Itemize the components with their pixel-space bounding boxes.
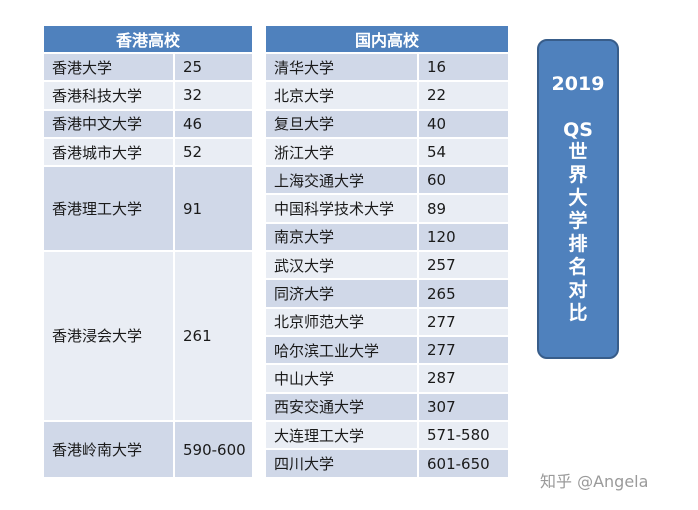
- table-row: 浙江大学 54: [266, 136, 508, 167]
- university-name: 香港中文大学: [44, 108, 174, 138]
- university-name: 香港科技大学: [44, 80, 174, 110]
- university-name: 北京大学: [266, 80, 418, 110]
- table-row: 西安交通大学 307: [266, 391, 508, 421]
- university-name: 香港浸会大学: [44, 250, 174, 421]
- table-row: 香港理工大学 91: [44, 165, 252, 252]
- university-name: 中国科学技术大学: [266, 193, 418, 223]
- badge-qs: QS: [563, 119, 593, 141]
- table-row: 大连理工大学 571-580: [266, 419, 508, 450]
- table-row: 香港大学 25: [44, 51, 252, 82]
- university-name: 南京大学: [266, 221, 418, 252]
- university-rank: 265: [417, 278, 508, 308]
- university-rank: 277: [417, 334, 508, 365]
- table-row: 同济大学 265: [266, 278, 508, 308]
- university-name: 上海交通大学: [266, 165, 418, 195]
- table-row: 香港岭南大学 590-600: [44, 419, 252, 478]
- university-name: 浙江大学: [266, 136, 418, 167]
- university-rank: 601-650: [417, 448, 508, 478]
- university-rank: 91: [173, 165, 252, 252]
- table-row: 香港中文大学 46: [44, 108, 252, 138]
- university-rank: 277: [417, 306, 508, 336]
- table-row: 南京大学 120: [266, 221, 508, 252]
- university-name: 清华大学: [266, 51, 418, 82]
- university-name: 香港理工大学: [44, 165, 174, 252]
- university-rank: 60: [417, 165, 508, 195]
- university-rank: 257: [417, 250, 508, 280]
- university-name: 哈尔滨工业大学: [266, 334, 418, 365]
- table-row: 中国科学技术大学 89: [266, 193, 508, 223]
- hk-universities-table: 香港高校 香港大学 25 香港科技大学 32 香港中文大学 46 香港城市大学 52 香港理工大…: [44, 26, 252, 478]
- university-rank: 54: [417, 136, 508, 167]
- table-row: 武汉大学 257: [266, 250, 508, 280]
- university-rank: 16: [417, 51, 508, 82]
- university-name: 中山大学: [266, 363, 418, 393]
- university-rank: 46: [173, 108, 252, 138]
- university-name: 北京师范大学: [266, 306, 418, 336]
- table-row: 四川大学 601-650: [266, 448, 508, 478]
- university-name: 大连理工大学: [266, 419, 418, 450]
- university-rank: 261: [173, 250, 252, 421]
- university-rank: 32: [173, 80, 252, 110]
- university-name: 香港岭南大学: [44, 419, 174, 478]
- zhihu-watermark: 知乎 @Angela: [540, 472, 649, 491]
- university-name: 香港城市大学: [44, 136, 174, 167]
- badge-year: 2019: [551, 73, 605, 95]
- table-row: 香港城市大学 52: [44, 136, 252, 167]
- university-name: 香港大学: [44, 51, 174, 82]
- cn-table-header: 国内高校: [266, 26, 508, 53]
- university-rank: 40: [417, 108, 508, 138]
- university-rank: 571-580: [417, 419, 508, 450]
- university-rank: 52: [173, 136, 252, 167]
- table-row: 清华大学 16: [266, 51, 508, 82]
- table-row: 香港科技大学 32: [44, 80, 252, 110]
- badge-title: 世界大学排名对比: [568, 141, 588, 324]
- university-rank: 590-600: [173, 419, 252, 478]
- table-row: 香港浸会大学 261: [44, 250, 252, 421]
- university-rank: 307: [417, 391, 508, 421]
- university-rank: 25: [173, 51, 252, 82]
- table-row: 北京师范大学 277: [266, 306, 508, 336]
- table-row: 复旦大学 40: [266, 108, 508, 138]
- university-rank: 22: [417, 80, 508, 110]
- university-name: 西安交通大学: [266, 391, 418, 421]
- table-row: 哈尔滨工业大学 277: [266, 334, 508, 365]
- table-row: 北京大学 22: [266, 80, 508, 110]
- cn-universities-table: 国内高校 清华大学 16 北京大学 22 复旦大学 40 浙江大学 54 上海交通大学 60 中国科…: [266, 26, 508, 478]
- university-name: 复旦大学: [266, 108, 418, 138]
- table-row: 上海交通大学 60: [266, 165, 508, 195]
- university-name: 武汉大学: [266, 250, 418, 280]
- university-rank: 89: [417, 193, 508, 223]
- table-row: 中山大学 287: [266, 363, 508, 393]
- qs-ranking-badge: 2019 QS 世界大学排名对比: [537, 39, 619, 359]
- university-rank: 120: [417, 221, 508, 252]
- hk-table-header: 香港高校: [44, 26, 252, 53]
- university-name: 同济大学: [266, 278, 418, 308]
- university-name: 四川大学: [266, 448, 418, 478]
- university-rank: 287: [417, 363, 508, 393]
